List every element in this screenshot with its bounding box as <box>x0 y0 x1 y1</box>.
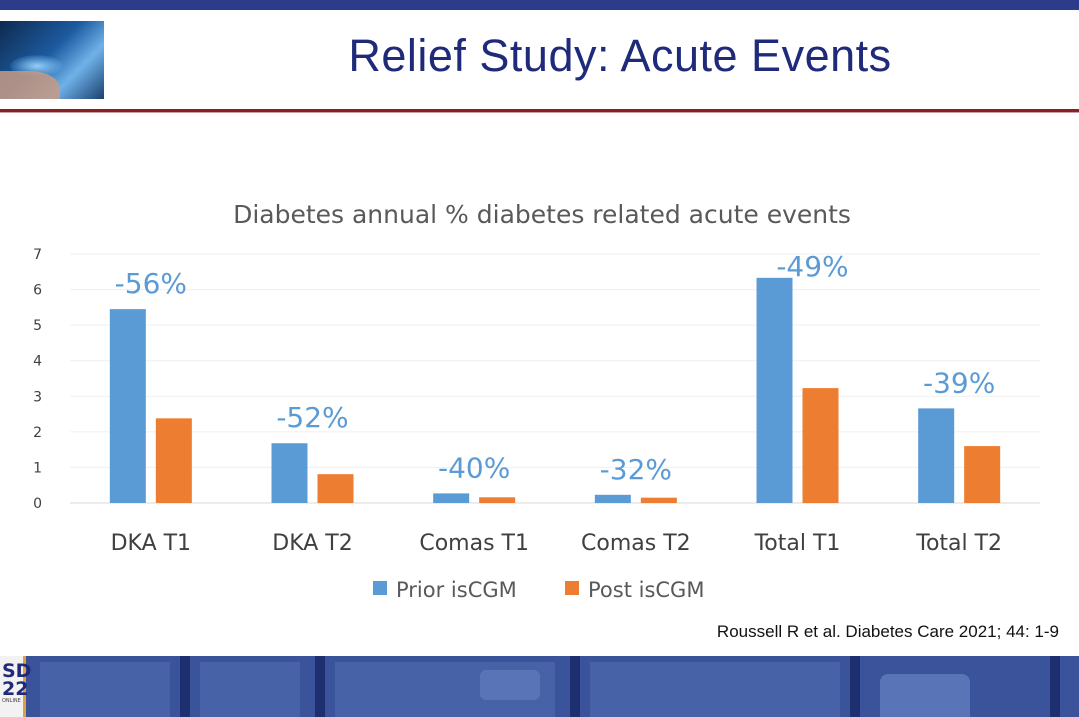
y-tick-label: 5 <box>33 318 42 334</box>
conference-logo: SD 22 ONLINE <box>0 656 32 717</box>
legend-swatch-prior <box>373 581 387 595</box>
citation: Roussell R et al. Diabetes Care 2021; 44… <box>716 622 1059 641</box>
logo-small-text: ONLINE <box>2 698 21 704</box>
header-image-hand <box>0 71 60 99</box>
legend: Prior isCGM Post isCGM <box>373 578 704 602</box>
slide-title: Relief Study: Acute Events <box>348 30 892 81</box>
header-image <box>0 21 104 99</box>
footer-post <box>850 656 860 717</box>
x-tick-label: Comas T1 <box>419 531 529 556</box>
y-tick-label: 2 <box>33 425 42 441</box>
logo-line-2: 22 <box>2 678 29 700</box>
bar-post <box>802 388 839 503</box>
chart-title: Diabetes annual % diabetes related acute… <box>233 200 851 229</box>
bar-chart: Diabetes annual % diabetes related acute… <box>33 200 1040 602</box>
bar-post <box>155 418 192 503</box>
footer-banner <box>0 656 1079 717</box>
footer-block <box>200 662 300 717</box>
grid-lines <box>70 253 1040 504</box>
x-tick-label: Total T2 <box>915 531 1002 556</box>
bar-post <box>317 474 354 503</box>
change-label: -40% <box>438 451 510 484</box>
bar-prior <box>271 443 308 503</box>
logo-line-1: SD <box>2 660 32 682</box>
bars <box>109 277 1001 503</box>
footer-post <box>180 656 190 717</box>
y-tick-label: 6 <box>33 283 42 299</box>
y-tick-label: 7 <box>33 247 42 263</box>
change-label: -39% <box>923 366 995 399</box>
footer-post <box>315 656 325 717</box>
footer-post <box>570 656 580 717</box>
y-tick-label: 4 <box>33 354 42 370</box>
bar-post <box>479 497 516 503</box>
legend-label-post: Post isCGM <box>588 578 704 602</box>
change-labels: -56% -52% -40% -32% -49% -39% <box>115 250 996 486</box>
y-tick-label: 3 <box>33 389 42 405</box>
x-tick-label: DKA T1 <box>111 531 191 556</box>
y-axis-ticks: 0 1 2 3 4 5 6 7 <box>33 247 42 512</box>
legend-swatch-post <box>565 581 579 595</box>
bar-prior <box>594 494 631 503</box>
x-tick-label: DKA T2 <box>272 531 352 556</box>
title-divider <box>0 109 1079 112</box>
bar-prior <box>756 277 793 503</box>
legend-label-prior: Prior isCGM <box>396 578 517 602</box>
y-tick-label: 1 <box>33 460 42 476</box>
x-tick-label: Total T1 <box>754 531 841 556</box>
x-tick-label: Comas T2 <box>581 531 691 556</box>
change-label: -52% <box>276 401 348 434</box>
x-axis-labels: DKA T1 DKA T2 Comas T1 Comas T2 Total T1 Tota… <box>111 531 1002 556</box>
bar-prior <box>109 309 146 503</box>
bar-post <box>640 497 677 503</box>
footer-block <box>40 662 170 717</box>
footer-post <box>1050 656 1060 717</box>
y-tick-label: 0 <box>33 496 42 512</box>
top-accent-bar <box>0 0 1079 10</box>
bar-prior <box>433 493 470 503</box>
title-divider-shadow <box>0 112 1079 113</box>
footer-block <box>590 662 840 717</box>
change-label: -49% <box>776 250 848 283</box>
change-label: -56% <box>115 267 187 300</box>
bar-post <box>964 446 1001 503</box>
change-label: -32% <box>600 453 672 486</box>
footer-shape <box>880 674 970 717</box>
footer-shape <box>480 670 540 700</box>
bar-prior <box>918 408 955 503</box>
